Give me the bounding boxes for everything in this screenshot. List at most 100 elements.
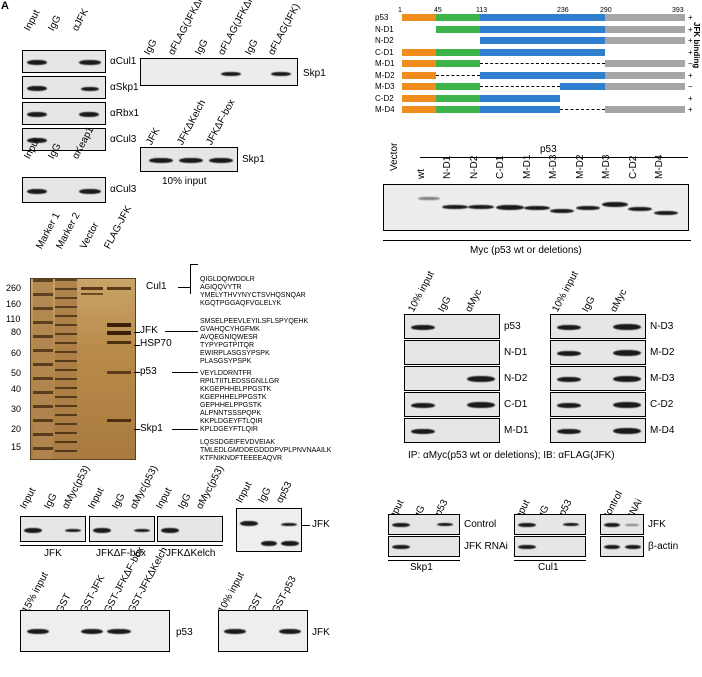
row-label: N-D3: [650, 321, 674, 332]
lane-label: N-D1: [442, 155, 453, 179]
row-label: M-D1: [504, 425, 529, 436]
row-label: M-D2: [650, 347, 675, 358]
blot-ip-p53: [404, 314, 500, 339]
blot-input-skp1: [140, 147, 238, 172]
row-label: p53: [504, 321, 521, 332]
domain-segment: [436, 14, 480, 21]
band-p53: p53: [140, 366, 157, 377]
domain-segment: [605, 83, 685, 90]
seq-jfk: SMSELPEEVLEYILSFLSPYQEHK GVAHQCYHGFMK AVQE…: [200, 318, 309, 365]
domain-segment: [605, 106, 685, 113]
domain-segment: [605, 37, 685, 44]
lane-label: C-D1: [495, 155, 506, 179]
construct-label: M-D4: [375, 105, 395, 114]
blot-skp1-control: [388, 514, 460, 535]
blot-gst-p53: [20, 610, 170, 652]
binding-mark: +: [688, 93, 693, 103]
domain-segment: [480, 86, 560, 87]
lane-label: Vector: [389, 142, 400, 171]
blot-ip-m-d1: [404, 418, 500, 443]
row-label: C-D1: [504, 399, 528, 410]
blot-flag-skp1: [140, 58, 298, 86]
col-label: IgG: [193, 37, 211, 57]
seq-skp1: LQSSDGEIFEVDVEIAK TMLEDLGMDDEGDDDPVPLPNVN…: [200, 439, 332, 462]
band-hsp70: HSP70: [140, 338, 172, 349]
row-label: αCul3: [110, 184, 137, 195]
blot-p53-jfk: [236, 508, 302, 552]
lane-label: C-D2: [627, 155, 639, 179]
band-skp1: Skp1: [140, 423, 163, 434]
domain-segment: [436, 25, 480, 33]
domain-segment: [480, 63, 605, 64]
blot-cul3: [22, 128, 106, 151]
blot-actin: [600, 536, 644, 557]
row-label: N-D2: [504, 373, 528, 384]
blot-cul1: [22, 50, 106, 73]
domain-segment: [436, 83, 480, 90]
gel-image: [30, 278, 136, 460]
construct-label: M-D3: [375, 82, 395, 91]
construct-label: p53: [375, 13, 389, 22]
domain-segment: [480, 94, 560, 102]
caption: 10% input: [162, 176, 207, 187]
domain-segment: [436, 94, 480, 102]
lane-label: FLAG-JFK: [102, 204, 135, 251]
row-label: αSkp1: [110, 82, 139, 93]
blot-ip-m-d4: [550, 418, 646, 443]
seq-cul1: QIGLDQIWDDLR AGIQQVYTR YMELYTHVYNYCTSVHQSN…: [200, 276, 306, 307]
domain-segment: [402, 71, 436, 79]
col-label: IgG: [243, 37, 261, 57]
domain-segment: [480, 106, 560, 113]
row-label: M-D4: [650, 425, 675, 436]
blot-jfk: [20, 516, 86, 542]
lane-label: Vector: [78, 220, 102, 251]
construct-label: C-D1: [375, 47, 394, 57]
col-label: αFLAG(JFKΔKelch): [216, 0, 268, 58]
lane-label: N-D2: [468, 155, 480, 179]
domain-segment: [480, 14, 605, 21]
row-label: αCul3: [110, 134, 137, 145]
binding-mark: +: [688, 36, 693, 45]
col-label: αJFK: [70, 7, 92, 33]
lane-label: M-D2: [574, 154, 586, 179]
construct-label: N-D2: [375, 36, 394, 45]
jfk-binding-label: JFK binding: [692, 22, 701, 69]
binding-mark: −: [688, 82, 693, 91]
blot-ip-n-d2: [404, 366, 500, 391]
lane-label: M-D3: [548, 154, 559, 179]
domain-segment: [436, 74, 480, 76]
domain-segment: [560, 83, 605, 90]
construct-label: N-D1: [375, 24, 394, 34]
blot-myc: [383, 184, 689, 231]
domain-segment: [436, 48, 480, 56]
domain-segment: [402, 60, 436, 67]
blot-ip-m-d3: [550, 366, 646, 391]
domain-segment: [480, 37, 605, 44]
row-label: αCul1: [110, 56, 137, 67]
caption: Myc (p53 wt or deletions): [470, 245, 582, 256]
band-jfk: JFK: [140, 325, 158, 336]
panel-letter: A: [1, 0, 9, 12]
row-label: Skp1: [242, 154, 265, 165]
domain-segment: [560, 109, 605, 110]
domain-segment: [480, 25, 605, 33]
domain-segment: [402, 106, 436, 113]
blot-cul1-control: [514, 514, 586, 535]
blot-skp1: [22, 76, 106, 99]
construct-label: M-D2: [375, 70, 395, 80]
col-label: IgG: [142, 37, 160, 57]
group-label: p53: [540, 144, 557, 155]
row-label: M-D3: [650, 373, 675, 384]
domain-segment: [605, 71, 685, 79]
domain-segment: [480, 71, 605, 79]
row-label: N-D1: [504, 347, 528, 358]
col-label: IgG: [46, 13, 64, 34]
band-cul1: Cul1: [146, 281, 167, 292]
blot-gst-jfk: [218, 610, 308, 652]
blot-jfk-dkelch: [157, 516, 223, 542]
domain-segment: [480, 48, 605, 56]
lane-label: M-D4: [654, 154, 665, 179]
blot-ip-c-d1: [404, 392, 500, 417]
domain-segment: [402, 83, 436, 90]
binding-mark: −: [688, 59, 693, 68]
